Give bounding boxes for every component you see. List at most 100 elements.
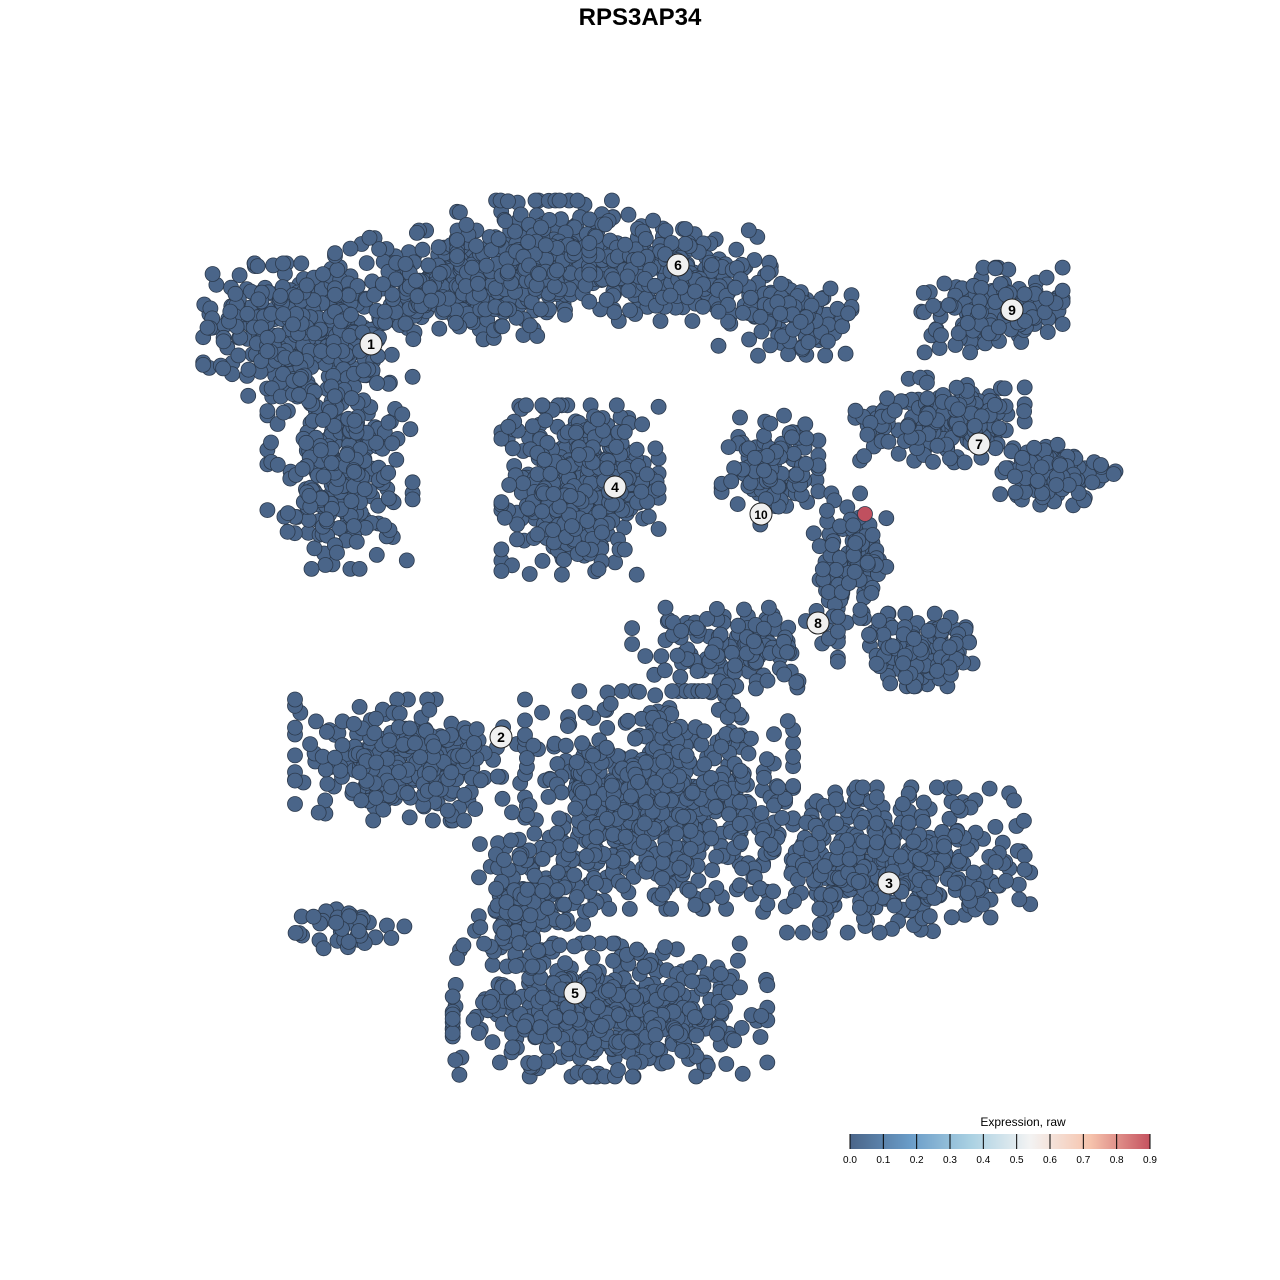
- cell-point: [850, 874, 867, 890]
- cell-point: [500, 418, 517, 435]
- cell-point: [397, 256, 414, 272]
- cell-point: [797, 861, 814, 878]
- cell-point: [577, 704, 594, 721]
- cell-point: [1007, 484, 1024, 501]
- cell-point: [293, 255, 310, 272]
- cell-point: [287, 719, 303, 736]
- cell-point: [689, 663, 706, 679]
- cell-point: [312, 442, 329, 459]
- cell-point: [720, 439, 737, 456]
- cell-point: [306, 540, 323, 557]
- cell-point: [929, 779, 945, 796]
- cell-point: [709, 601, 725, 617]
- cell-point: [491, 1054, 508, 1071]
- cell-point: [755, 620, 772, 637]
- cell-point: [785, 748, 801, 765]
- cell-point: [616, 423, 633, 440]
- cell-point: [859, 554, 876, 571]
- cell-point: [351, 764, 368, 781]
- cell-point: [285, 316, 301, 333]
- cell-point: [925, 453, 941, 470]
- cell-point: [784, 429, 800, 446]
- cell-point: [630, 774, 646, 790]
- cell-point: [616, 541, 633, 558]
- cell-point: [356, 481, 373, 498]
- cell-point: [394, 406, 411, 423]
- cell-point: [511, 850, 528, 867]
- cell-point: [291, 386, 307, 403]
- cell-point: [598, 739, 615, 756]
- cell-point: [624, 636, 640, 652]
- cell-point: [500, 263, 516, 280]
- cell-point: [759, 672, 776, 689]
- cell-point: [381, 732, 398, 749]
- cell-point: [961, 634, 977, 651]
- cell-point: [598, 291, 615, 308]
- cell-point: [467, 801, 484, 817]
- cell-point: [615, 877, 631, 894]
- cell-point: [812, 917, 828, 933]
- cell-point: [647, 687, 664, 704]
- cell-point: [584, 950, 601, 966]
- cell-point: [756, 769, 772, 786]
- cell-point: [294, 461, 311, 478]
- cell-point: [358, 255, 375, 272]
- cell-point: [534, 397, 551, 414]
- cell-point: [1033, 459, 1050, 476]
- cell-point: [383, 346, 400, 363]
- cell-point: [1038, 269, 1055, 286]
- cell-point: [380, 490, 397, 507]
- cell-point: [956, 454, 973, 471]
- cell-point: [905, 833, 922, 850]
- cell-point: [455, 937, 472, 954]
- cell-point: [259, 329, 276, 346]
- cell-point: [593, 1018, 610, 1034]
- cell-point: [425, 738, 442, 755]
- cell-point: [494, 318, 511, 335]
- cell-point: [868, 655, 885, 672]
- cell-point: [551, 937, 568, 954]
- cell-point: [668, 1024, 685, 1041]
- cell-point: [365, 812, 382, 829]
- cell-point: [766, 726, 782, 743]
- cell-point: [520, 500, 537, 517]
- cell-point: [500, 193, 516, 210]
- cell-point: [517, 712, 533, 729]
- cell-point: [735, 304, 751, 321]
- cell-point: [451, 1066, 468, 1083]
- cell-point: [854, 779, 871, 796]
- cell-point: [447, 314, 464, 331]
- cell-point: [654, 791, 671, 808]
- cell-point: [996, 380, 1013, 397]
- cell-point: [345, 716, 362, 732]
- cell-point: [569, 889, 585, 905]
- cell-point: [733, 834, 749, 851]
- cell-point: [1026, 439, 1043, 456]
- cell-point: [580, 934, 597, 951]
- cell-point: [759, 751, 775, 767]
- cell-point: [249, 258, 266, 275]
- cell-point: [672, 669, 689, 685]
- cell-point: [950, 401, 966, 418]
- cell-point: [621, 901, 638, 917]
- cell-point: [798, 430, 815, 447]
- cell-point: [534, 851, 551, 867]
- cell-point: [709, 1025, 725, 1042]
- cell-point: [752, 880, 768, 897]
- cell-point: [884, 638, 901, 655]
- cell-point: [250, 291, 267, 308]
- cell-point: [840, 305, 857, 322]
- cell-point: [302, 736, 319, 752]
- cell-point: [368, 547, 385, 563]
- cell-point: [919, 390, 936, 407]
- cell-point: [728, 241, 745, 258]
- cell-point: [562, 488, 579, 504]
- cell-point: [343, 390, 360, 407]
- cell-point: [574, 735, 590, 752]
- cell-point: [556, 552, 572, 568]
- cell-point: [820, 584, 837, 600]
- cell-point: [625, 1015, 642, 1032]
- cell-point: [837, 345, 854, 362]
- cell-point: [752, 308, 769, 325]
